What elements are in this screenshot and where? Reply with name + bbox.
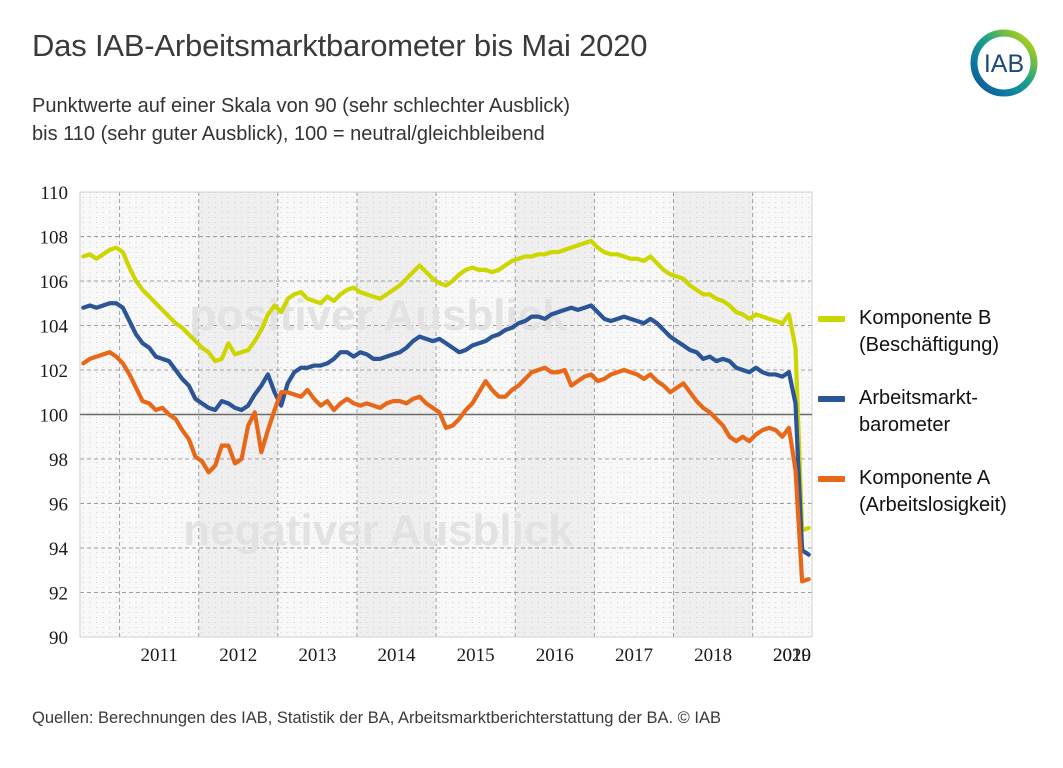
x-axis-tick: 2017 bbox=[615, 645, 653, 666]
x-axis-tick: 2019 bbox=[773, 645, 811, 666]
y-axis-tick: 98 bbox=[49, 450, 68, 471]
legend-item-arbeitsmarktbarometer[interactable]: Arbeitsmarkt- barometer bbox=[818, 385, 1058, 439]
legend-swatch-komponente-b bbox=[818, 316, 845, 322]
legend-item-komponente-b[interactable]: Komponente B (Beschäftigung) bbox=[818, 305, 1058, 359]
y-axis-tick: 104 bbox=[40, 317, 69, 338]
x-axis-tick: 2011 bbox=[140, 645, 177, 666]
x-axis-tick: 2020 bbox=[773, 645, 811, 666]
watermark-positive: positiver Ausblick bbox=[189, 291, 567, 340]
x-axis-tick: 2014 bbox=[378, 645, 417, 666]
x-axis-tick: 2012 bbox=[219, 645, 257, 666]
x-axis-tick: 2018 bbox=[694, 645, 732, 666]
watermark-negative: negativer Ausblick bbox=[183, 506, 573, 555]
y-axis-tick: 108 bbox=[40, 228, 69, 249]
legend-label-arbeitsmarktbarometer: Arbeitsmarkt- barometer bbox=[859, 387, 978, 436]
y-axis-tick: 96 bbox=[49, 495, 68, 516]
page-subtitle: Punktwerte auf einer Skala von 90 (sehr … bbox=[32, 95, 571, 145]
x-axis-tick: 2016 bbox=[536, 645, 574, 666]
source-note: Quellen: Berechnungen des IAB, Statistik… bbox=[32, 709, 722, 727]
chart-legend: Komponente B (Beschäftigung) Arbeitsmark… bbox=[818, 305, 1058, 545]
series-line bbox=[81, 238, 811, 533]
legend-swatch-komponente-a bbox=[818, 476, 845, 482]
legend-item-komponente-a[interactable]: Komponente A (Arbeitslosigkeit) bbox=[818, 465, 1058, 519]
y-axis-tick: 94 bbox=[49, 539, 69, 560]
legend-swatch-arbeitsmarktbarometer bbox=[818, 396, 845, 402]
y-axis-tick: 100 bbox=[40, 406, 69, 427]
iab-logo-svg: IAB bbox=[970, 29, 1038, 97]
y-axis-tick: 110 bbox=[40, 183, 68, 204]
series-line bbox=[81, 350, 811, 584]
iab-logo-text: IAB bbox=[984, 50, 1024, 78]
page-title: Das IAB-Arbeitsmarktbarometer bis Mai 20… bbox=[32, 28, 648, 63]
x-axis-tick: 2013 bbox=[298, 645, 336, 666]
iab-logo: IAB bbox=[967, 26, 1041, 100]
y-axis-tick: 102 bbox=[40, 361, 69, 382]
y-axis-tick: 106 bbox=[40, 272, 69, 293]
y-axis-tick: 92 bbox=[49, 584, 68, 605]
series-line bbox=[81, 301, 811, 557]
legend-label-komponente-a: Komponente A (Arbeitslosigkeit) bbox=[859, 467, 1007, 516]
legend-label-komponente-b: Komponente B (Beschäftigung) bbox=[859, 307, 1000, 356]
y-axis-tick: 90 bbox=[49, 628, 68, 649]
x-axis-tick: 2015 bbox=[457, 645, 495, 666]
